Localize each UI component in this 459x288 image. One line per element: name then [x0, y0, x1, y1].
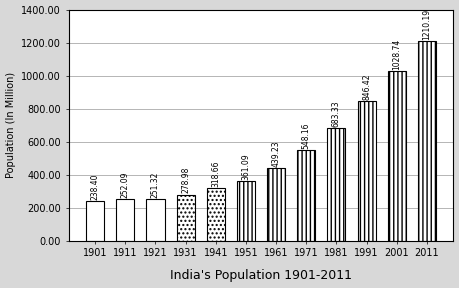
Bar — [237, 181, 255, 241]
Bar — [116, 199, 134, 241]
Text: 318.66: 318.66 — [211, 160, 220, 187]
Bar — [418, 41, 436, 241]
Bar — [207, 188, 225, 241]
Bar — [327, 128, 346, 241]
Bar — [146, 199, 164, 241]
Y-axis label: Population (In Million): Population (In Million) — [6, 72, 16, 178]
Bar — [358, 101, 375, 241]
Bar — [177, 195, 195, 241]
Bar — [267, 168, 285, 241]
Text: 439.23: 439.23 — [272, 140, 280, 167]
Text: 251.32: 251.32 — [151, 172, 160, 198]
Bar — [86, 201, 104, 241]
Bar — [388, 71, 406, 241]
Text: 252.09: 252.09 — [121, 171, 130, 198]
Text: 846.42: 846.42 — [362, 73, 371, 100]
Text: 548.16: 548.16 — [302, 122, 311, 149]
Text: 278.98: 278.98 — [181, 167, 190, 193]
Text: 1210.19: 1210.19 — [422, 8, 431, 39]
X-axis label: India's Population 1901-2011: India's Population 1901-2011 — [170, 270, 352, 283]
Text: 361.09: 361.09 — [241, 153, 251, 180]
Text: 238.40: 238.40 — [91, 173, 100, 200]
Bar — [297, 150, 315, 241]
Text: 1028.74: 1028.74 — [392, 38, 401, 69]
Text: 683.33: 683.33 — [332, 100, 341, 126]
